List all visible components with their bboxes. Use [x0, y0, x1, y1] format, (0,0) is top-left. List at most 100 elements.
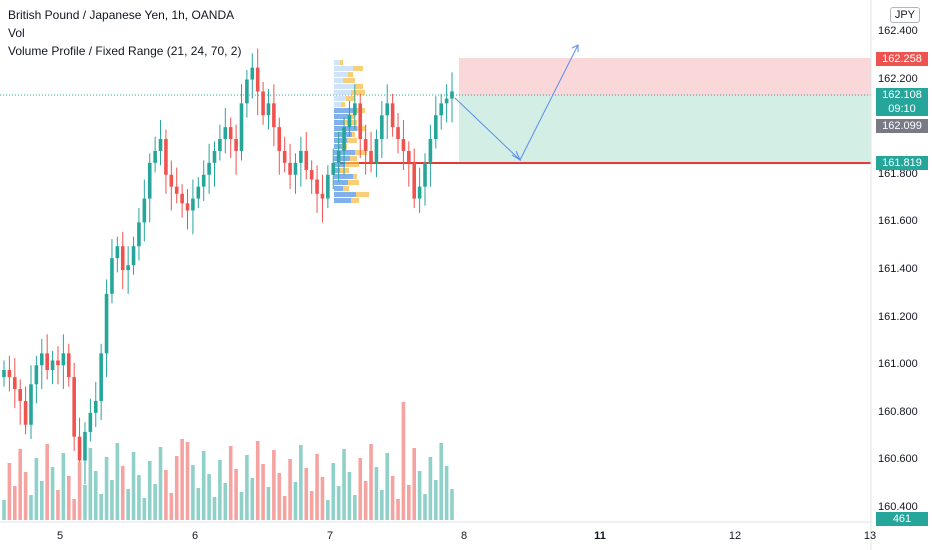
- volume-bar[interactable]: [412, 448, 417, 520]
- candle-body[interactable]: [158, 139, 163, 151]
- candle-body[interactable]: [228, 127, 233, 140]
- candle-body[interactable]: [66, 353, 71, 378]
- volume-bar[interactable]: [277, 473, 282, 520]
- volume-bar[interactable]: [137, 475, 141, 520]
- volume-bar[interactable]: [434, 480, 438, 520]
- candle-body[interactable]: [34, 365, 39, 385]
- candle-body[interactable]: [288, 162, 292, 175]
- candle-body[interactable]: [434, 115, 438, 140]
- volume-bar[interactable]: [66, 476, 71, 520]
- volume-bar[interactable]: [304, 468, 309, 520]
- candle-body[interactable]: [255, 67, 260, 92]
- candle-body[interactable]: [120, 246, 125, 270]
- candle-body[interactable]: [212, 150, 217, 163]
- candle-body[interactable]: [369, 150, 373, 163]
- candle-body[interactable]: [374, 139, 379, 163]
- volume-bar[interactable]: [147, 461, 152, 520]
- volume-bar[interactable]: [126, 489, 130, 520]
- volume-bar[interactable]: [201, 451, 206, 520]
- volume-bar[interactable]: [34, 458, 39, 520]
- volume-bar[interactable]: [336, 486, 341, 520]
- volume-bar[interactable]: [353, 495, 357, 520]
- candle-body[interactable]: [164, 139, 168, 175]
- candle-body[interactable]: [234, 139, 238, 151]
- candle-body[interactable]: [191, 198, 195, 211]
- candle-body[interactable]: [126, 265, 130, 270]
- volume-bar[interactable]: [407, 485, 411, 520]
- candle-body[interactable]: [428, 139, 433, 163]
- candle-body[interactable]: [407, 150, 411, 163]
- volume-bar[interactable]: [104, 457, 109, 520]
- volume-bar[interactable]: [315, 454, 319, 520]
- volume-bar[interactable]: [255, 441, 260, 520]
- candle-body[interactable]: [99, 353, 103, 401]
- volume-bar[interactable]: [320, 477, 325, 520]
- candle-body[interactable]: [201, 174, 206, 187]
- volume-bar[interactable]: [83, 485, 87, 520]
- volume-bar[interactable]: [282, 496, 287, 520]
- candle-body[interactable]: [147, 162, 152, 199]
- candle-body[interactable]: [396, 127, 400, 140]
- candle-body[interactable]: [250, 67, 255, 80]
- volume-bar[interactable]: [207, 474, 211, 520]
- candle-body[interactable]: [12, 377, 17, 390]
- candle-body[interactable]: [277, 127, 282, 151]
- candle-body[interactable]: [29, 384, 33, 425]
- volume-bar[interactable]: [234, 469, 238, 520]
- volume-bar[interactable]: [7, 463, 12, 520]
- candle-body[interactable]: [115, 246, 120, 259]
- volume-bar[interactable]: [72, 499, 76, 520]
- volume-bar[interactable]: [77, 462, 82, 520]
- candle-body[interactable]: [390, 103, 395, 128]
- volume-bar[interactable]: [423, 494, 427, 520]
- candle-body[interactable]: [56, 360, 60, 366]
- candle-body[interactable]: [169, 174, 174, 187]
- candle-body[interactable]: [2, 370, 6, 378]
- volume-bar[interactable]: [50, 467, 55, 520]
- candle-body[interactable]: [223, 127, 228, 140]
- volume-bar[interactable]: [358, 458, 363, 520]
- volume-bar[interactable]: [174, 456, 179, 520]
- volume-bar[interactable]: [223, 483, 228, 520]
- candle-body[interactable]: [444, 98, 449, 104]
- candle-body[interactable]: [309, 170, 314, 180]
- candle-body[interactable]: [239, 103, 244, 151]
- candle-body[interactable]: [93, 400, 98, 413]
- volume-bar[interactable]: [331, 463, 336, 520]
- target-zone[interactable]: [459, 58, 871, 96]
- candle-body[interactable]: [299, 150, 303, 163]
- stop-zone[interactable]: [459, 96, 871, 163]
- candle-body[interactable]: [358, 103, 363, 140]
- candle-body[interactable]: [88, 412, 93, 432]
- volume-bar[interactable]: [196, 488, 201, 520]
- candle-body[interactable]: [7, 370, 12, 378]
- candle-body[interactable]: [266, 103, 271, 116]
- candle-body[interactable]: [218, 139, 222, 151]
- volume-bar[interactable]: [293, 482, 298, 520]
- candle-body[interactable]: [417, 186, 422, 199]
- volume-bar[interactable]: [110, 480, 114, 520]
- volume-bar[interactable]: [363, 481, 368, 520]
- volume-bar[interactable]: [396, 499, 400, 520]
- candle-body[interactable]: [412, 162, 417, 199]
- volume-bar[interactable]: [250, 478, 255, 520]
- volume-bar[interactable]: [428, 457, 433, 520]
- candle-body[interactable]: [174, 186, 179, 194]
- candle-body[interactable]: [261, 91, 265, 116]
- volume-bar[interactable]: [380, 490, 384, 520]
- volume-bar[interactable]: [164, 470, 168, 520]
- candle-body[interactable]: [347, 115, 352, 128]
- volume-bar[interactable]: [444, 466, 449, 520]
- candle-body[interactable]: [39, 353, 44, 366]
- candle-body[interactable]: [385, 103, 390, 116]
- candle-body[interactable]: [137, 222, 141, 247]
- volume-bar[interactable]: [185, 442, 190, 520]
- volume-bar[interactable]: [450, 489, 454, 520]
- candle-body[interactable]: [61, 353, 66, 366]
- volume-bar[interactable]: [29, 495, 33, 520]
- volume-bar[interactable]: [39, 481, 44, 520]
- volume-bar[interactable]: [288, 459, 292, 520]
- candle-body[interactable]: [450, 91, 454, 99]
- candle-body[interactable]: [104, 293, 109, 354]
